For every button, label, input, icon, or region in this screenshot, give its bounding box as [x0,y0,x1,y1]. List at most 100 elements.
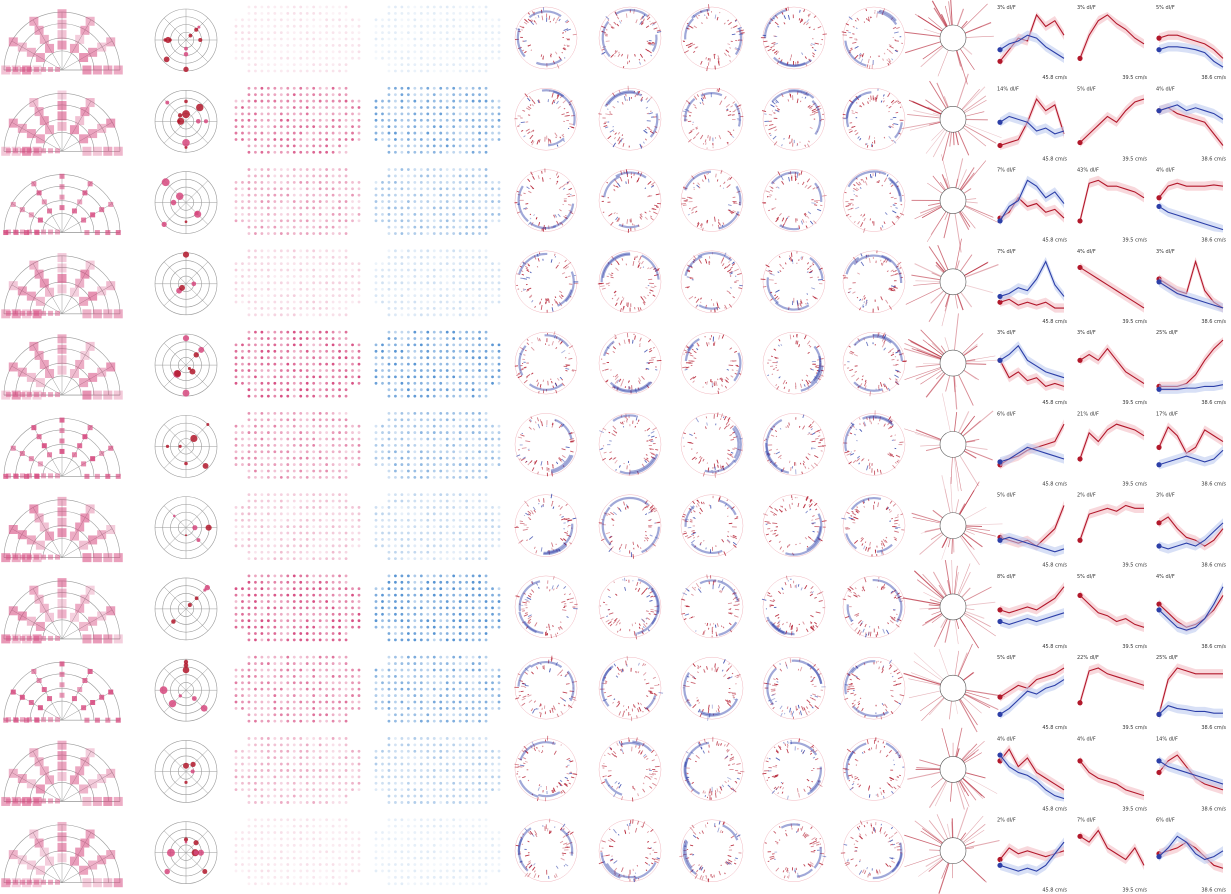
dot [465,275,469,278]
fan-base-block [48,148,53,154]
dot [260,144,264,148]
raster-tick [891,289,894,292]
fan-of-grids-panel [1,253,123,319]
raster-tick [641,22,644,26]
dot [452,180,456,184]
dot [279,131,283,135]
dot [452,31,456,34]
dot [260,281,264,285]
dot [439,437,443,441]
dot [273,144,277,148]
raster-tick [881,263,884,267]
dot [331,381,335,385]
burst-ray [904,367,941,380]
fan-grid-block [103,65,113,75]
dot [439,369,443,372]
dot [325,206,329,210]
raster-tick [556,100,559,105]
dot [254,225,257,229]
dot [279,300,283,304]
dot [247,174,251,178]
dot [286,268,290,272]
raster-tick [889,192,892,194]
dot [351,356,354,360]
fan-grid-block [57,30,67,40]
dot [260,69,264,73]
raster-tick [649,359,655,361]
raster-tick [649,289,654,292]
dot [299,37,303,41]
dot [478,138,481,141]
raster-tick [713,341,716,346]
dot [458,138,462,141]
dot [426,369,430,372]
raster-tick [725,379,729,384]
raster-tick [693,50,696,53]
dot [254,362,257,366]
dot [260,219,264,223]
dot [471,281,475,285]
polar-target-panel [154,8,218,73]
dot [394,262,397,266]
raster-tick [692,380,695,383]
raster-tick [775,289,780,293]
raster-tick [558,262,561,264]
dot [318,18,322,22]
dot [465,99,469,103]
dot [439,12,443,15]
burst-ray [965,355,996,362]
raster-tick [542,55,544,60]
dot [286,31,290,34]
dot [299,343,303,347]
dot [458,69,462,73]
dot [465,337,469,340]
dot [432,411,436,415]
dot [344,187,348,191]
dot [260,249,264,253]
dot [394,418,397,422]
dot [406,69,410,73]
raster-tick [852,256,857,261]
dot [452,206,456,210]
dot [312,255,316,259]
dot [439,431,443,434]
dot [299,50,303,54]
fan-base-block [6,229,11,235]
raster-tick [603,125,608,127]
raster-tick [516,373,521,376]
raster-tick [857,136,860,139]
burst-ray [944,337,950,351]
dot [419,330,423,334]
dot [465,44,469,47]
raster-tick [533,101,536,105]
dot [357,287,361,291]
raster-tick [729,60,731,62]
raster-tick [638,377,642,382]
dot [273,180,277,184]
dot [247,337,251,340]
dot [312,125,316,129]
dot [260,93,264,97]
dot [344,56,348,60]
fan-base-block [41,392,46,398]
dot [273,193,277,197]
raster-tick [883,8,886,12]
raster-tick [523,21,528,25]
raster-tick [890,17,894,21]
dot [279,330,283,334]
dot [318,31,322,34]
dot [426,313,430,317]
dot [318,411,322,415]
raster-tick [800,300,802,304]
dot [241,287,244,291]
raster-tick [845,23,850,26]
dot [247,249,251,253]
dot [394,456,397,460]
raster-tick [727,54,731,58]
dot [439,174,443,178]
dot [292,112,296,116]
dot [491,31,494,34]
dot [292,125,296,129]
dot [400,343,404,347]
fan-grid-block [22,309,32,319]
